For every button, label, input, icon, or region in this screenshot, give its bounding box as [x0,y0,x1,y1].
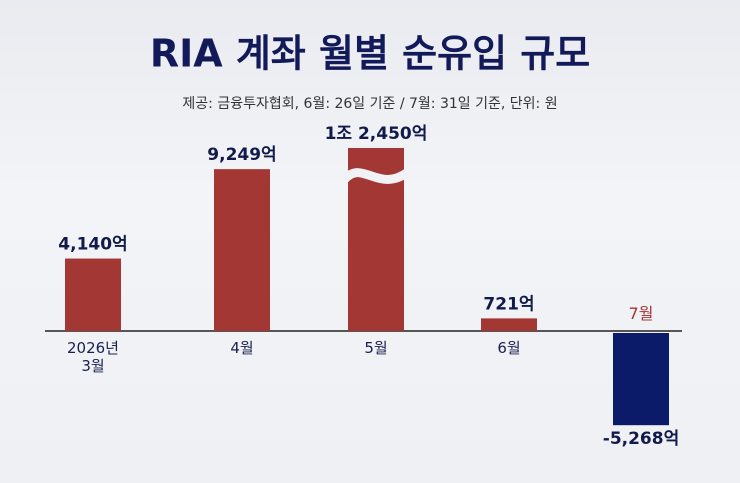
chart-subtitle: 제공: 금융투자협회, 6월: 26일 기준 / 7월: 31일 기준, 단위:… [182,96,557,112]
bar [65,258,121,331]
value-label: 1조 2,450억 [325,124,428,144]
x-tick-label: 5월 [364,339,388,357]
chart-title: RIA 계좌 월별 순유입 규모 [150,32,590,76]
value-label: 9,249억 [207,145,276,165]
bar [214,169,270,331]
x-tick-label: 4월 [230,339,254,357]
value-label: 4,140억 [58,235,127,255]
value-label: -5,268억 [603,429,679,449]
x-tick-label: 7월 [628,304,654,323]
x-tick-label: 2026년 3월 [67,339,119,375]
axis-break [340,168,411,184]
value-label: 721억 [483,294,534,314]
x-tick-label: 6월 [497,339,521,357]
bar [481,318,537,331]
bar [613,333,669,426]
